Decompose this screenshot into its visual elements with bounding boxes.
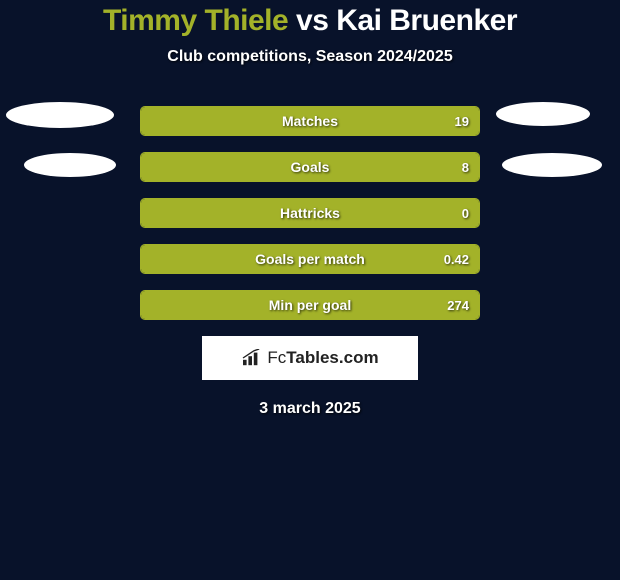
stat-label: Goals — [141, 153, 479, 181]
fctables-logo[interactable]: FcTables.com — [202, 336, 418, 380]
stats-area: Matches 19 Goals 8 Hattricks 0 Goals per… — [0, 106, 620, 418]
vs-text: vs — [296, 4, 328, 37]
stat-label: Min per goal — [141, 291, 479, 319]
stat-label: Matches — [141, 107, 479, 135]
player2-name: Kai Bruenker — [336, 4, 517, 37]
date-text: 3 march 2025 — [0, 400, 620, 418]
stat-row-goals: Goals 8 — [140, 152, 480, 182]
chart-icon — [241, 349, 263, 367]
stat-value: 0 — [462, 199, 469, 227]
oval-decoration — [6, 102, 114, 128]
player1-name: Timmy Thiele — [103, 4, 288, 37]
stat-row-matches: Matches 19 — [140, 106, 480, 136]
oval-decoration — [24, 153, 116, 177]
stat-value: 8 — [462, 153, 469, 181]
stat-value: 274 — [447, 291, 469, 319]
subtitle: Club competitions, Season 2024/2025 — [0, 48, 620, 66]
stat-row-goals-per-match: Goals per match 0.42 — [140, 244, 480, 274]
stat-label: Goals per match — [141, 245, 479, 273]
oval-decoration — [502, 153, 602, 177]
stat-value: 19 — [455, 107, 469, 135]
stat-row-min-per-goal: Min per goal 274 — [140, 290, 480, 320]
stat-value: 0.42 — [444, 245, 469, 273]
oval-decoration — [496, 102, 590, 126]
logo-text: FcTables.com — [267, 348, 378, 368]
comparison-card: Timmy Thiele vs Kai Bruenker Club compet… — [0, 0, 620, 418]
title: Timmy Thiele vs Kai Bruenker — [0, 4, 620, 38]
stat-label: Hattricks — [141, 199, 479, 227]
stat-row-hattricks: Hattricks 0 — [140, 198, 480, 228]
stat-bars: Matches 19 Goals 8 Hattricks 0 Goals per… — [140, 106, 480, 320]
